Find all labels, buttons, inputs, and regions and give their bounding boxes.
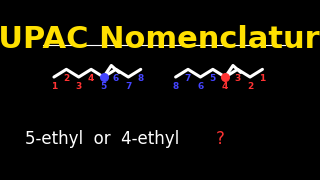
Text: 7: 7 [185,74,191,83]
Text: 5: 5 [100,82,107,91]
Text: IUPAC Nomenclature: IUPAC Nomenclature [0,25,320,54]
Text: 5-ethyl  or  4-ethyl: 5-ethyl or 4-ethyl [25,130,179,148]
Text: 6: 6 [113,74,119,83]
Text: 1: 1 [51,82,57,91]
Text: 2: 2 [63,74,69,83]
Text: 2: 2 [247,82,253,91]
Text: 3: 3 [235,74,241,83]
Text: 6: 6 [197,82,204,91]
Text: 8: 8 [172,82,179,91]
Text: 1: 1 [259,74,266,83]
Text: ?: ? [215,130,224,148]
Text: 4: 4 [222,82,228,91]
Text: 7: 7 [125,82,132,91]
Text: 4: 4 [88,74,94,83]
Text: 5: 5 [210,74,216,83]
Text: 3: 3 [76,82,82,91]
Text: 8: 8 [138,74,144,83]
